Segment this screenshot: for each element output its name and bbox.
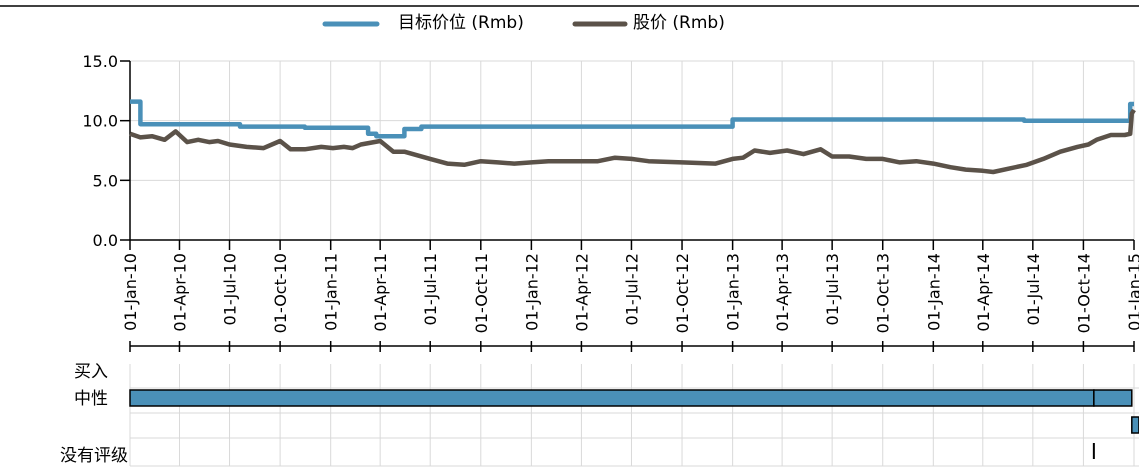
x-tick-label: 01-Apr-10 — [170, 253, 189, 332]
x-tick-label: 01-Apr-11 — [371, 253, 390, 332]
x-tick-label: 01-Jul-13 — [823, 253, 842, 325]
x-tick-label: 01-Apr-14 — [974, 253, 993, 332]
y-tick-label: 10.0 — [82, 112, 118, 131]
x-tick-label: 01-Jan-12 — [522, 253, 541, 331]
x-tick-label: 01-Apr-12 — [572, 253, 591, 332]
series-line-1 — [129, 108, 1136, 175]
y-tick-label: 5.0 — [93, 171, 118, 190]
rating-label: 买入 — [74, 362, 108, 382]
x-tick-label: 01-Oct-11 — [472, 253, 491, 333]
x-tick-label: 01-Jan-15 — [1125, 253, 1139, 331]
grid — [129, 60, 1139, 467]
x-tick-label: 01-Jul-12 — [622, 253, 641, 325]
x-tick-label: 01-Apr-13 — [773, 253, 792, 332]
rating-bar — [129, 389, 1095, 407]
rating-bar — [1131, 416, 1139, 434]
y-tick-label: 15.0 — [82, 52, 118, 71]
x-axis-labels: 01-Jan-10 01-Apr-10 01-Jul-10 01-Oct-10 01-J… — [121, 253, 1139, 333]
x-tick-label: 01-Jan-13 — [724, 253, 743, 331]
series-line-0 — [130, 99, 1134, 139]
x-tick-label: 01-Jan-14 — [924, 253, 943, 331]
x-tick-label: 01-Jan-11 — [322, 253, 341, 331]
x-tick-label: 01-Oct-13 — [874, 253, 893, 333]
legend-label-share-price: 股价 (Rmb) — [633, 13, 725, 33]
legend: 目标价位 (Rmb) 股价 (Rmb) — [322, 13, 725, 33]
legend-label-target-price: 目标价位 (Rmb) — [398, 13, 524, 33]
x-tick-label: 01-Oct-14 — [1074, 253, 1093, 333]
rating-bar — [1093, 389, 1133, 407]
rating-label: 没有评级 — [60, 446, 128, 466]
series-lines — [129, 99, 1136, 175]
y-tick-label: 0.0 — [93, 231, 118, 250]
x-tick-label: 01-Jul-10 — [221, 253, 240, 325]
x-tick-label: 01-Jul-14 — [1024, 253, 1043, 325]
axes: 0.0 5.0 10.0 15.0 — [82, 52, 1135, 352]
x-tick-label: 01-Oct-10 — [271, 253, 290, 333]
rating-label: 中性 — [74, 389, 108, 409]
x-tick-label: 01-Jan-10 — [121, 253, 140, 331]
x-tick-label: 01-Oct-12 — [673, 253, 692, 333]
x-tick-label: 01-Jul-11 — [421, 253, 440, 325]
